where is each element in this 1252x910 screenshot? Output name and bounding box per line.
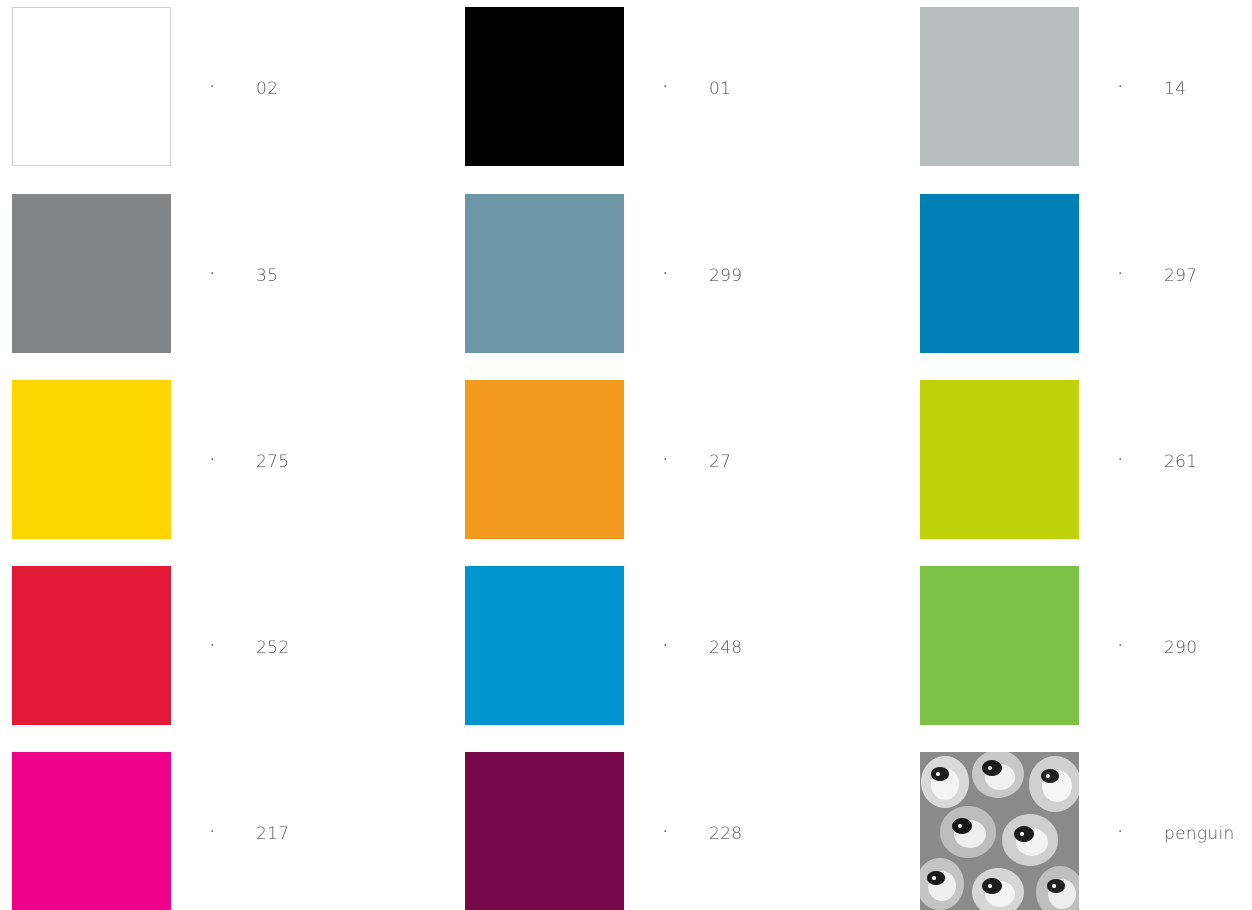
swatch-label: penguin — [1164, 824, 1235, 844]
color-swatch[interactable] — [465, 194, 624, 353]
bullet: · — [210, 638, 215, 654]
bullet: · — [1118, 638, 1123, 654]
swatch-label: 217 — [256, 824, 290, 844]
swatch-label: 297 — [1164, 266, 1198, 286]
swatch-item-248[interactable]: · 248 — [465, 566, 825, 726]
bullet: · — [663, 266, 668, 282]
color-swatch[interactable] — [12, 194, 171, 353]
color-swatch[interactable] — [465, 7, 624, 166]
color-swatch[interactable] — [920, 566, 1079, 725]
penguin-pattern-swatch[interactable] — [920, 752, 1079, 910]
bullet: · — [210, 824, 215, 840]
color-swatch[interactable] — [920, 7, 1079, 166]
color-swatch[interactable] — [920, 380, 1079, 539]
swatch-label: 248 — [709, 638, 743, 658]
penguin-pattern-image — [920, 752, 1079, 910]
swatch-item-297[interactable]: · 297 — [920, 194, 1252, 354]
swatch-item-228[interactable]: · 228 — [465, 752, 825, 910]
color-swatch[interactable] — [12, 566, 171, 725]
swatch-label: 14 — [1164, 79, 1187, 99]
swatch-label: 27 — [709, 452, 732, 472]
swatch-label: 299 — [709, 266, 743, 286]
color-swatch[interactable] — [12, 752, 171, 910]
swatch-item-01[interactable]: · 01 — [465, 7, 825, 167]
color-swatch[interactable] — [12, 7, 171, 166]
swatch-label: 261 — [1164, 452, 1198, 472]
bullet: · — [1118, 266, 1123, 282]
color-swatch[interactable] — [920, 194, 1079, 353]
bullet: · — [210, 79, 215, 95]
swatch-item-27[interactable]: · 27 — [465, 380, 825, 540]
bullet: · — [663, 638, 668, 654]
bullet: · — [663, 824, 668, 840]
swatch-item-252[interactable]: · 252 — [12, 566, 372, 726]
swatch-item-299[interactable]: · 299 — [465, 194, 825, 354]
swatch-item-35[interactable]: · 35 — [12, 194, 372, 354]
swatch-label: 02 — [256, 79, 279, 99]
bullet: · — [663, 452, 668, 468]
bullet: · — [1118, 452, 1123, 468]
swatch-item-275[interactable]: · 275 — [12, 380, 372, 540]
swatch-label: 252 — [256, 638, 290, 658]
swatch-label: 01 — [709, 79, 732, 99]
swatch-item-penguin[interactable]: · penguin — [920, 752, 1252, 910]
swatch-item-217[interactable]: · 217 — [12, 752, 372, 910]
bullet: · — [1118, 79, 1123, 95]
swatch-item-14[interactable]: · 14 — [920, 7, 1252, 167]
swatch-label: 228 — [709, 824, 743, 844]
color-swatch[interactable] — [465, 752, 624, 910]
swatch-item-261[interactable]: · 261 — [920, 380, 1252, 540]
color-swatch[interactable] — [12, 380, 171, 539]
swatch-item-290[interactable]: · 290 — [920, 566, 1252, 726]
swatch-label: 275 — [256, 452, 290, 472]
bullet: · — [663, 79, 668, 95]
swatch-label: 290 — [1164, 638, 1198, 658]
color-swatch[interactable] — [465, 380, 624, 539]
bullet: · — [1118, 824, 1123, 840]
swatch-label: 35 — [256, 266, 279, 286]
color-swatch[interactable] — [465, 566, 624, 725]
bullet: · — [210, 266, 215, 282]
bullet: · — [210, 452, 215, 468]
swatch-item-02[interactable]: · 02 — [12, 7, 372, 167]
